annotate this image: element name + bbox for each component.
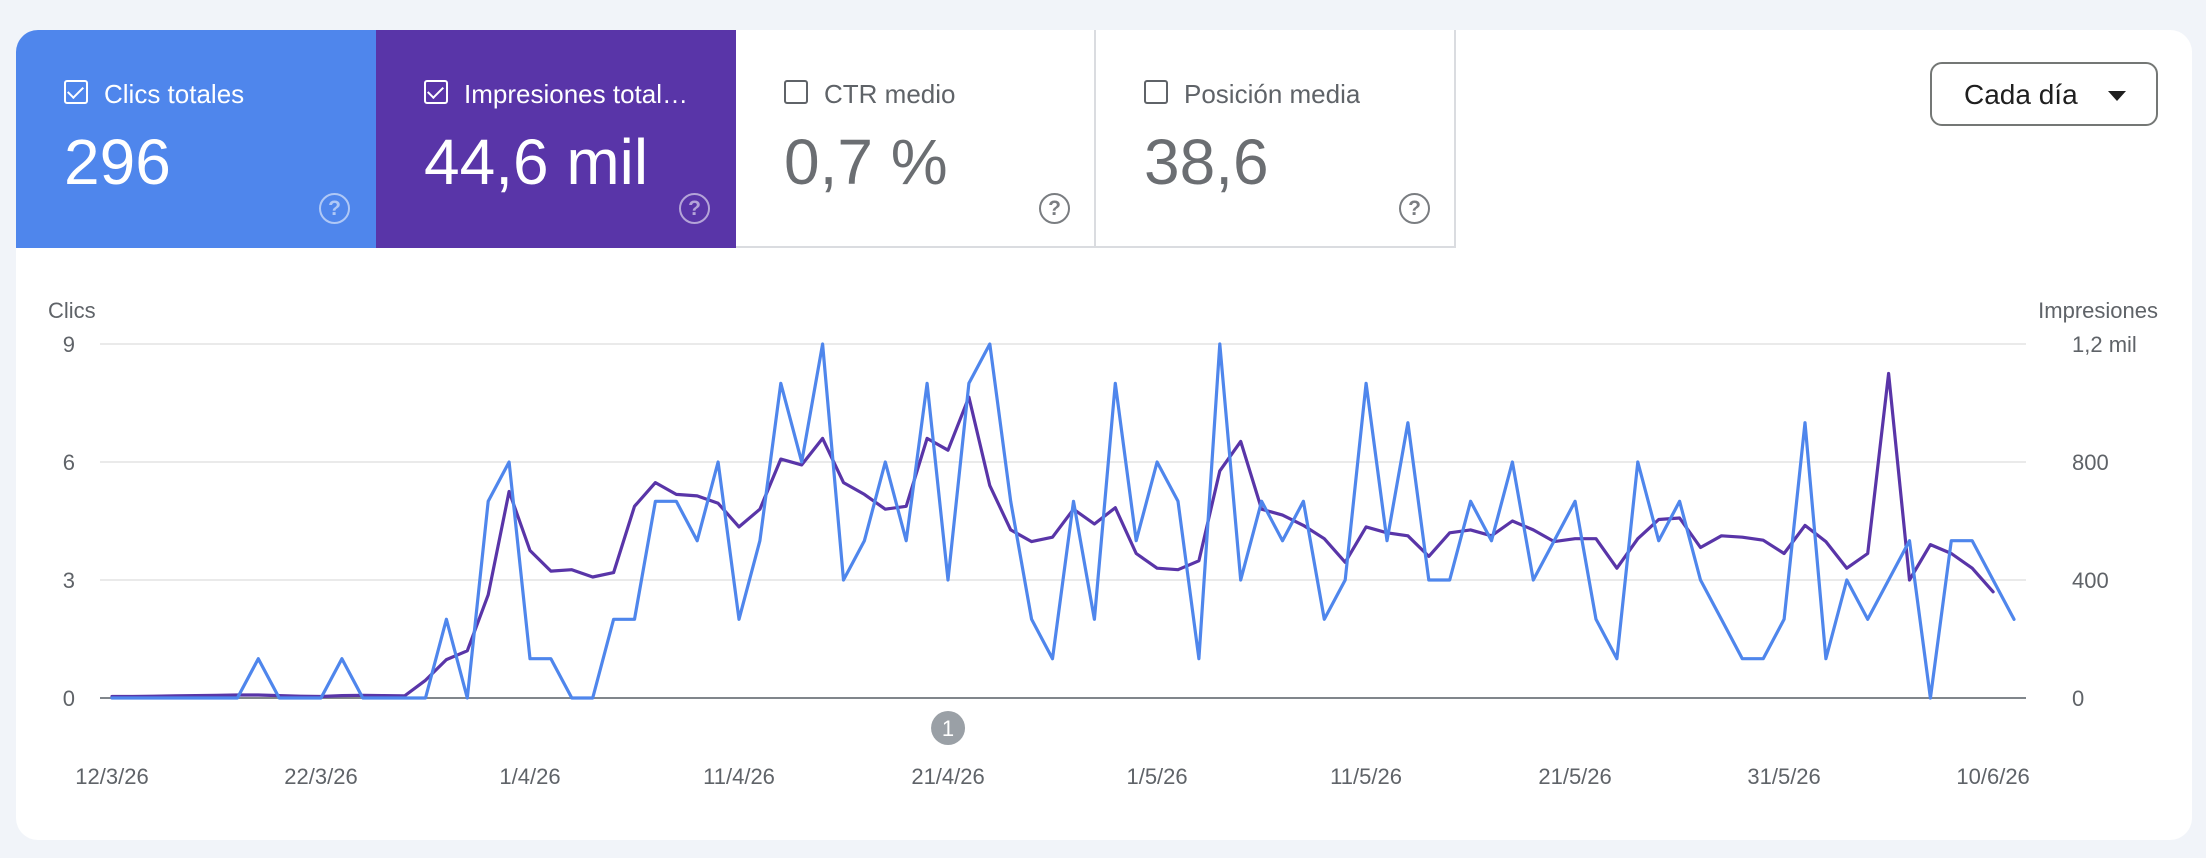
tile-value: 38,6 [1144,126,1269,198]
tile-value: 296 [64,126,171,198]
right-tick-label: 800 [2072,450,2109,475]
tile-value: 44,6 mil [424,126,649,198]
x-tick-label: 10/6/26 [1956,764,2029,789]
tile-impressions[interactable]: Impresiones total… 44,6 mil ? [376,30,736,248]
right-tick-label: 400 [2072,568,2109,593]
x-tick-label: 1/4/26 [499,764,560,789]
tile-value: 0,7 % [784,126,948,198]
x-tick-label: 31/5/26 [1747,764,1820,789]
help-icon[interactable]: ? [319,193,350,224]
tile-ctr[interactable]: CTR medio 0,7 % ? [736,30,1096,248]
dropdown-label: Cada día [1964,79,2078,110]
help-icon[interactable]: ? [1399,193,1430,224]
clicks-checkbox[interactable] [64,80,88,104]
performance-card: Clics totales 296 ? Impresiones total… 4… [16,30,2192,840]
annotation-label: 1 [942,716,954,741]
ctr-checkbox[interactable] [784,80,808,104]
left-tick-label: 3 [63,568,75,593]
x-tick-label: 12/3/26 [75,764,148,789]
caret-down-icon [2108,91,2126,101]
left-axis-title: Clics [48,298,96,323]
x-tick-label: 11/5/26 [1330,764,1402,789]
left-tick-label: 9 [63,332,75,357]
position-checkbox[interactable] [1144,80,1168,104]
annotation-marker [931,711,966,745]
right-axis-title: Impresiones [2038,298,2158,323]
tile-clicks[interactable]: Clics totales 296 ? [16,30,376,248]
impressions-checkbox[interactable] [424,80,448,104]
left-tick-label: 0 [63,686,75,711]
x-tick-label: 21/5/26 [1538,764,1611,789]
left-tick-label: 6 [63,450,75,475]
granularity-dropdown[interactable]: Cada día [1930,62,2158,126]
tile-position[interactable]: Posición media 38,6 ? [1096,30,1456,248]
x-tick-label: 21/4/26 [911,764,984,789]
right-tick-label: 0 [2072,686,2084,711]
x-tick-label: 11/4/26 [703,764,775,789]
x-tick-label: 22/3/26 [284,764,357,789]
clicks-series-line [110,342,2016,700]
help-icon[interactable]: ? [679,193,710,224]
x-tick-label: 1/5/26 [1126,764,1187,789]
right-tick-label: 1,2 mil [2072,332,2137,357]
impressions-series-line [110,371,1995,699]
help-icon[interactable]: ? [1039,193,1070,224]
